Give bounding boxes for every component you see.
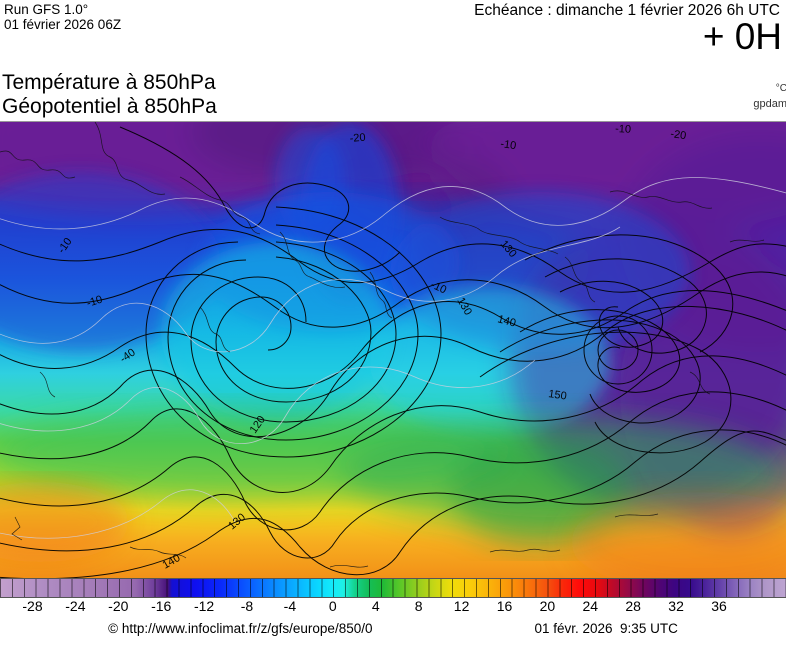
svg-text:-20: -20 — [349, 132, 366, 145]
svg-text:-20: -20 — [670, 128, 687, 142]
svg-text:-10: -10 — [615, 123, 632, 136]
svg-text:150: 150 — [548, 388, 568, 402]
svg-text:-10: -10 — [500, 138, 517, 152]
